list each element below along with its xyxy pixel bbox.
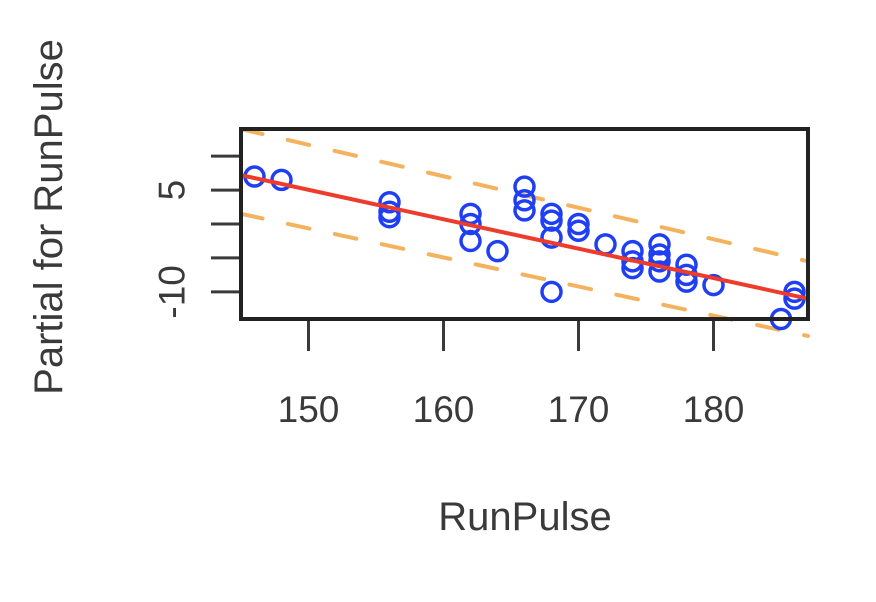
data-point bbox=[567, 219, 590, 243]
x-axis: 150 160 170 180 bbox=[278, 319, 745, 430]
confidence-band bbox=[239, 127, 810, 338]
data-point bbox=[378, 191, 401, 214]
data-points bbox=[243, 165, 806, 331]
data-point bbox=[567, 212, 590, 236]
plot-frame bbox=[239, 127, 810, 321]
data-point bbox=[648, 250, 671, 273]
y-tick-label: -10 bbox=[152, 265, 193, 318]
confidence-lower-line bbox=[239, 211, 810, 338]
data-point bbox=[648, 260, 671, 283]
data-point bbox=[540, 209, 563, 232]
x-tick-label: 180 bbox=[683, 389, 745, 430]
data-point bbox=[702, 273, 725, 297]
data-point bbox=[648, 243, 671, 266]
x-tick-label: 150 bbox=[278, 389, 340, 430]
data-point bbox=[540, 280, 563, 304]
data-point bbox=[648, 233, 671, 256]
y-axis-label: Partial for RunPulse bbox=[27, 39, 71, 395]
data-point bbox=[486, 239, 509, 263]
y-axis: -10 5 bbox=[152, 154, 241, 319]
y-tick-label: 5 bbox=[152, 180, 193, 201]
data-point bbox=[513, 189, 536, 212]
x-axis-label: RunPulse bbox=[438, 495, 611, 539]
data-point bbox=[540, 202, 563, 226]
data-point bbox=[513, 199, 536, 222]
data-point bbox=[459, 229, 482, 253]
data-point bbox=[594, 233, 617, 256]
fit-line-group bbox=[240, 173, 809, 301]
data-point bbox=[540, 226, 563, 249]
data-point bbox=[513, 175, 536, 198]
x-tick-label: 160 bbox=[413, 389, 475, 430]
x-tick-label: 170 bbox=[548, 389, 610, 430]
fit-line bbox=[240, 173, 809, 301]
